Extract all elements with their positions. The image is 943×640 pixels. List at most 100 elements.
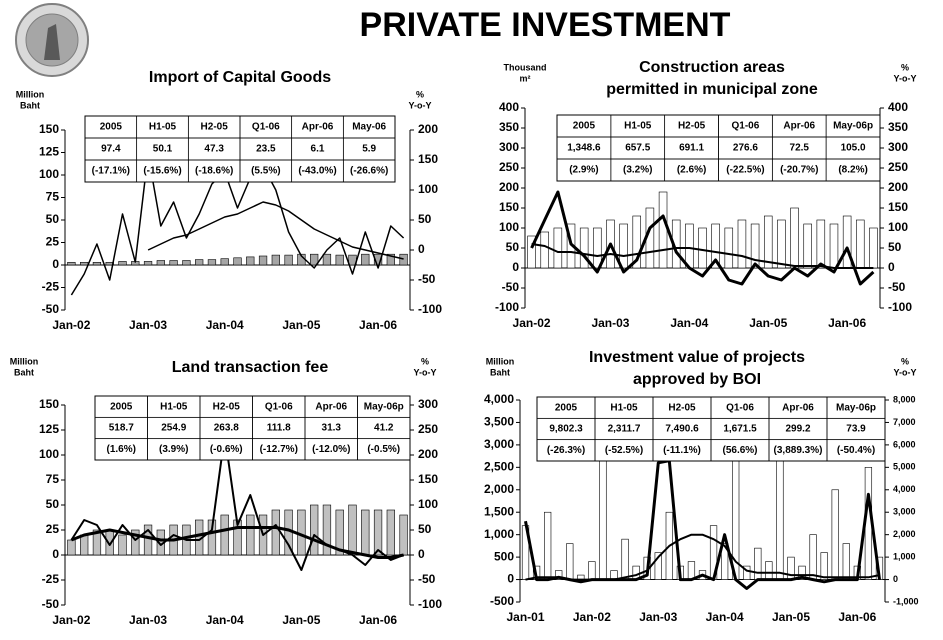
y2-tick-label: 300 (888, 140, 908, 154)
bar (820, 552, 828, 580)
x-tick-label: Jan-03 (129, 613, 167, 627)
bar (776, 453, 784, 580)
table-header: H1-05 (610, 402, 638, 413)
bar (220, 258, 229, 266)
table-value: (-11.1%) (663, 445, 701, 456)
bar (92, 529, 102, 556)
y-tick-label: 100 (499, 220, 519, 234)
y2-tick-label: 150 (418, 152, 438, 166)
y2-tick-label: 200 (888, 180, 908, 194)
chart-title: Construction areas (639, 59, 785, 76)
y-tick-label: 0 (507, 572, 514, 586)
table-value: (-18.6%) (195, 166, 233, 177)
y2-tick-label: -50 (418, 572, 436, 586)
line-series (70, 153, 405, 296)
y-tick-label: 25 (46, 522, 60, 536)
bar (588, 561, 596, 580)
y-tick-label: -100 (495, 300, 519, 314)
y2-tick-label: 100 (888, 220, 908, 234)
bar (271, 254, 280, 266)
bar (743, 565, 751, 580)
y-tick-label: 75 (46, 472, 60, 486)
y-tick-label: 0 (512, 260, 519, 274)
bar (207, 259, 217, 266)
bar (67, 261, 76, 266)
bar (80, 261, 89, 266)
table-value: (5.5%) (251, 166, 280, 177)
logo (15, 3, 89, 77)
bar (118, 261, 127, 266)
y-axis-label: Thousand (504, 62, 547, 72)
y-tick-label: 2,000 (484, 482, 514, 496)
y2-tick-label: 6,000 (893, 439, 916, 449)
table-value: 31.3 (322, 423, 342, 434)
y-tick-label: 50 (46, 212, 60, 226)
y-tick-label: 150 (39, 122, 59, 136)
table-value: 9,802.3 (549, 424, 583, 435)
bar (322, 504, 332, 556)
y2-tick-label: 0 (418, 242, 425, 256)
bar (310, 504, 319, 556)
bar (246, 256, 255, 266)
table-value: 518.7 (109, 423, 134, 434)
line-series (525, 533, 880, 581)
bar (777, 219, 786, 269)
bar (763, 215, 773, 269)
table-cell (826, 439, 886, 462)
y2-tick-label: 0 (888, 260, 895, 274)
bar (737, 219, 747, 269)
line-series (70, 434, 404, 571)
y-axis-label: Baht (20, 100, 40, 110)
line-series (524, 459, 881, 590)
x-tick-label: Jan-06 (359, 613, 397, 627)
bar (399, 514, 408, 556)
y-tick-label: 1,500 (484, 504, 514, 518)
table-header: Q1-06 (732, 121, 760, 132)
table-value: 72.5 (790, 143, 810, 154)
y-tick-label: 150 (39, 397, 59, 411)
table-value: (-12.0%) (312, 444, 350, 455)
x-tick-label: Jan-04 (206, 613, 244, 627)
table-header: H2-05 (213, 401, 241, 412)
bar (842, 215, 852, 269)
chart-title: Land transaction fee (172, 359, 329, 376)
x-tick-label: Jan-02 (52, 613, 90, 627)
page-title: PRIVATE INVESTMENT (360, 6, 731, 44)
bar (233, 257, 242, 266)
bar (361, 509, 370, 556)
table-value: 657.5 (625, 143, 650, 154)
table-header: Apr-06 (302, 122, 334, 133)
y2-axis-label: Y-o-Y (408, 100, 431, 110)
table-value: (3.9%) (159, 444, 188, 455)
table-cell (342, 159, 396, 183)
bar (553, 227, 563, 269)
table-value: (3,889.3%) (774, 445, 823, 456)
bar (118, 534, 127, 556)
x-tick-label: Jan-04 (706, 610, 744, 624)
y2-axis-label: Y-o-Y (413, 367, 436, 377)
bar (131, 529, 140, 556)
y-tick-label: -50 (42, 597, 60, 611)
bar (156, 260, 165, 266)
y2-tick-label: 5,000 (893, 462, 916, 472)
table-value: (-0.6%) (210, 444, 243, 455)
y-tick-label: 125 (39, 422, 59, 436)
table-header: Q1-06 (265, 401, 293, 412)
table-header: 2005 (100, 122, 123, 133)
table-value: (-26.6%) (350, 166, 388, 177)
bar (698, 227, 707, 269)
table-value: 111.8 (267, 423, 291, 434)
table-value: (-52.5%) (605, 445, 643, 456)
table-header: May-06p (836, 402, 876, 413)
y2-tick-label: 400 (888, 100, 908, 114)
chart-title: approved by BOI (633, 371, 761, 388)
chart-title: permitted in municipal zone (606, 81, 818, 98)
table-value: (8.2%) (838, 165, 867, 176)
y-axis-label: Baht (14, 367, 34, 377)
y2-tick-label: 150 (888, 200, 908, 214)
y-tick-label: 4,000 (484, 392, 514, 406)
bar (361, 253, 370, 266)
bar (798, 565, 806, 580)
x-tick-label: Jan-03 (591, 316, 629, 330)
line-series (70, 526, 404, 559)
